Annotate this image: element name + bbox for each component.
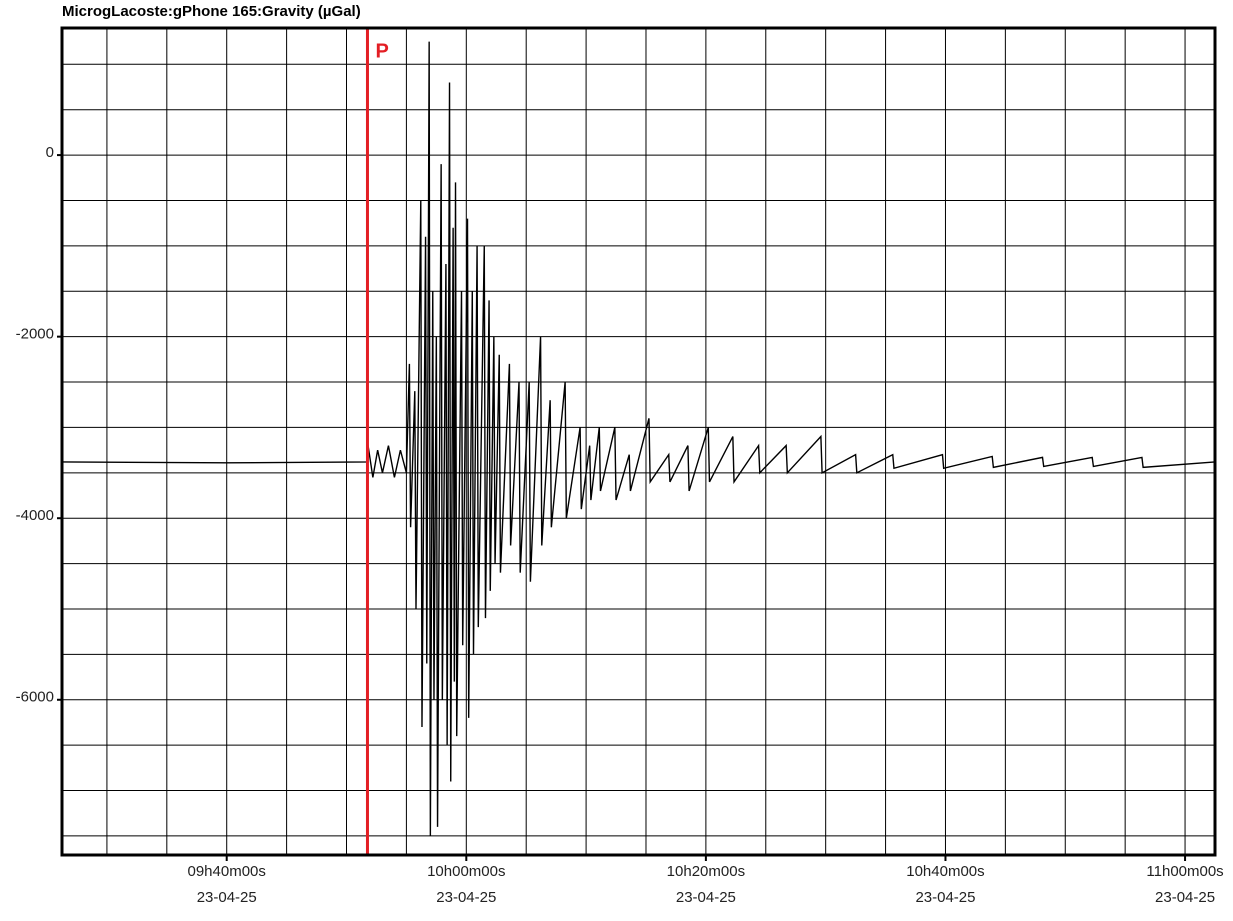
x-tick-label: 11h00m00s xyxy=(1146,863,1223,880)
y-tick-label: 0 xyxy=(46,144,54,161)
x-tick-date: 23-04-25 xyxy=(197,889,257,906)
waveform xyxy=(61,41,1216,836)
chart-title: MicrogLacoste:gPhone 165:Gravity (µGal) xyxy=(62,3,361,20)
x-tick-label: 10h20m00s xyxy=(667,863,745,880)
x-tick-date: 23-04-25 xyxy=(676,889,736,906)
plot-frame xyxy=(60,26,1217,857)
y-tick-label: -6000 xyxy=(16,689,54,706)
y-tick-label: -4000 xyxy=(16,507,54,524)
plot-area xyxy=(62,28,1215,855)
p-arrival-label: P xyxy=(375,40,388,62)
x-tick-date: 23-04-25 xyxy=(1155,889,1215,906)
x-tick-date: 23-04-25 xyxy=(436,889,496,906)
x-tick-label: 10h00m00s xyxy=(427,863,505,880)
x-tick-date: 23-04-25 xyxy=(915,889,975,906)
x-tick-label: 09h40m00s xyxy=(188,863,266,880)
y-tick-label: -2000 xyxy=(16,326,54,343)
x-tick-label: 10h40m00s xyxy=(906,863,984,880)
